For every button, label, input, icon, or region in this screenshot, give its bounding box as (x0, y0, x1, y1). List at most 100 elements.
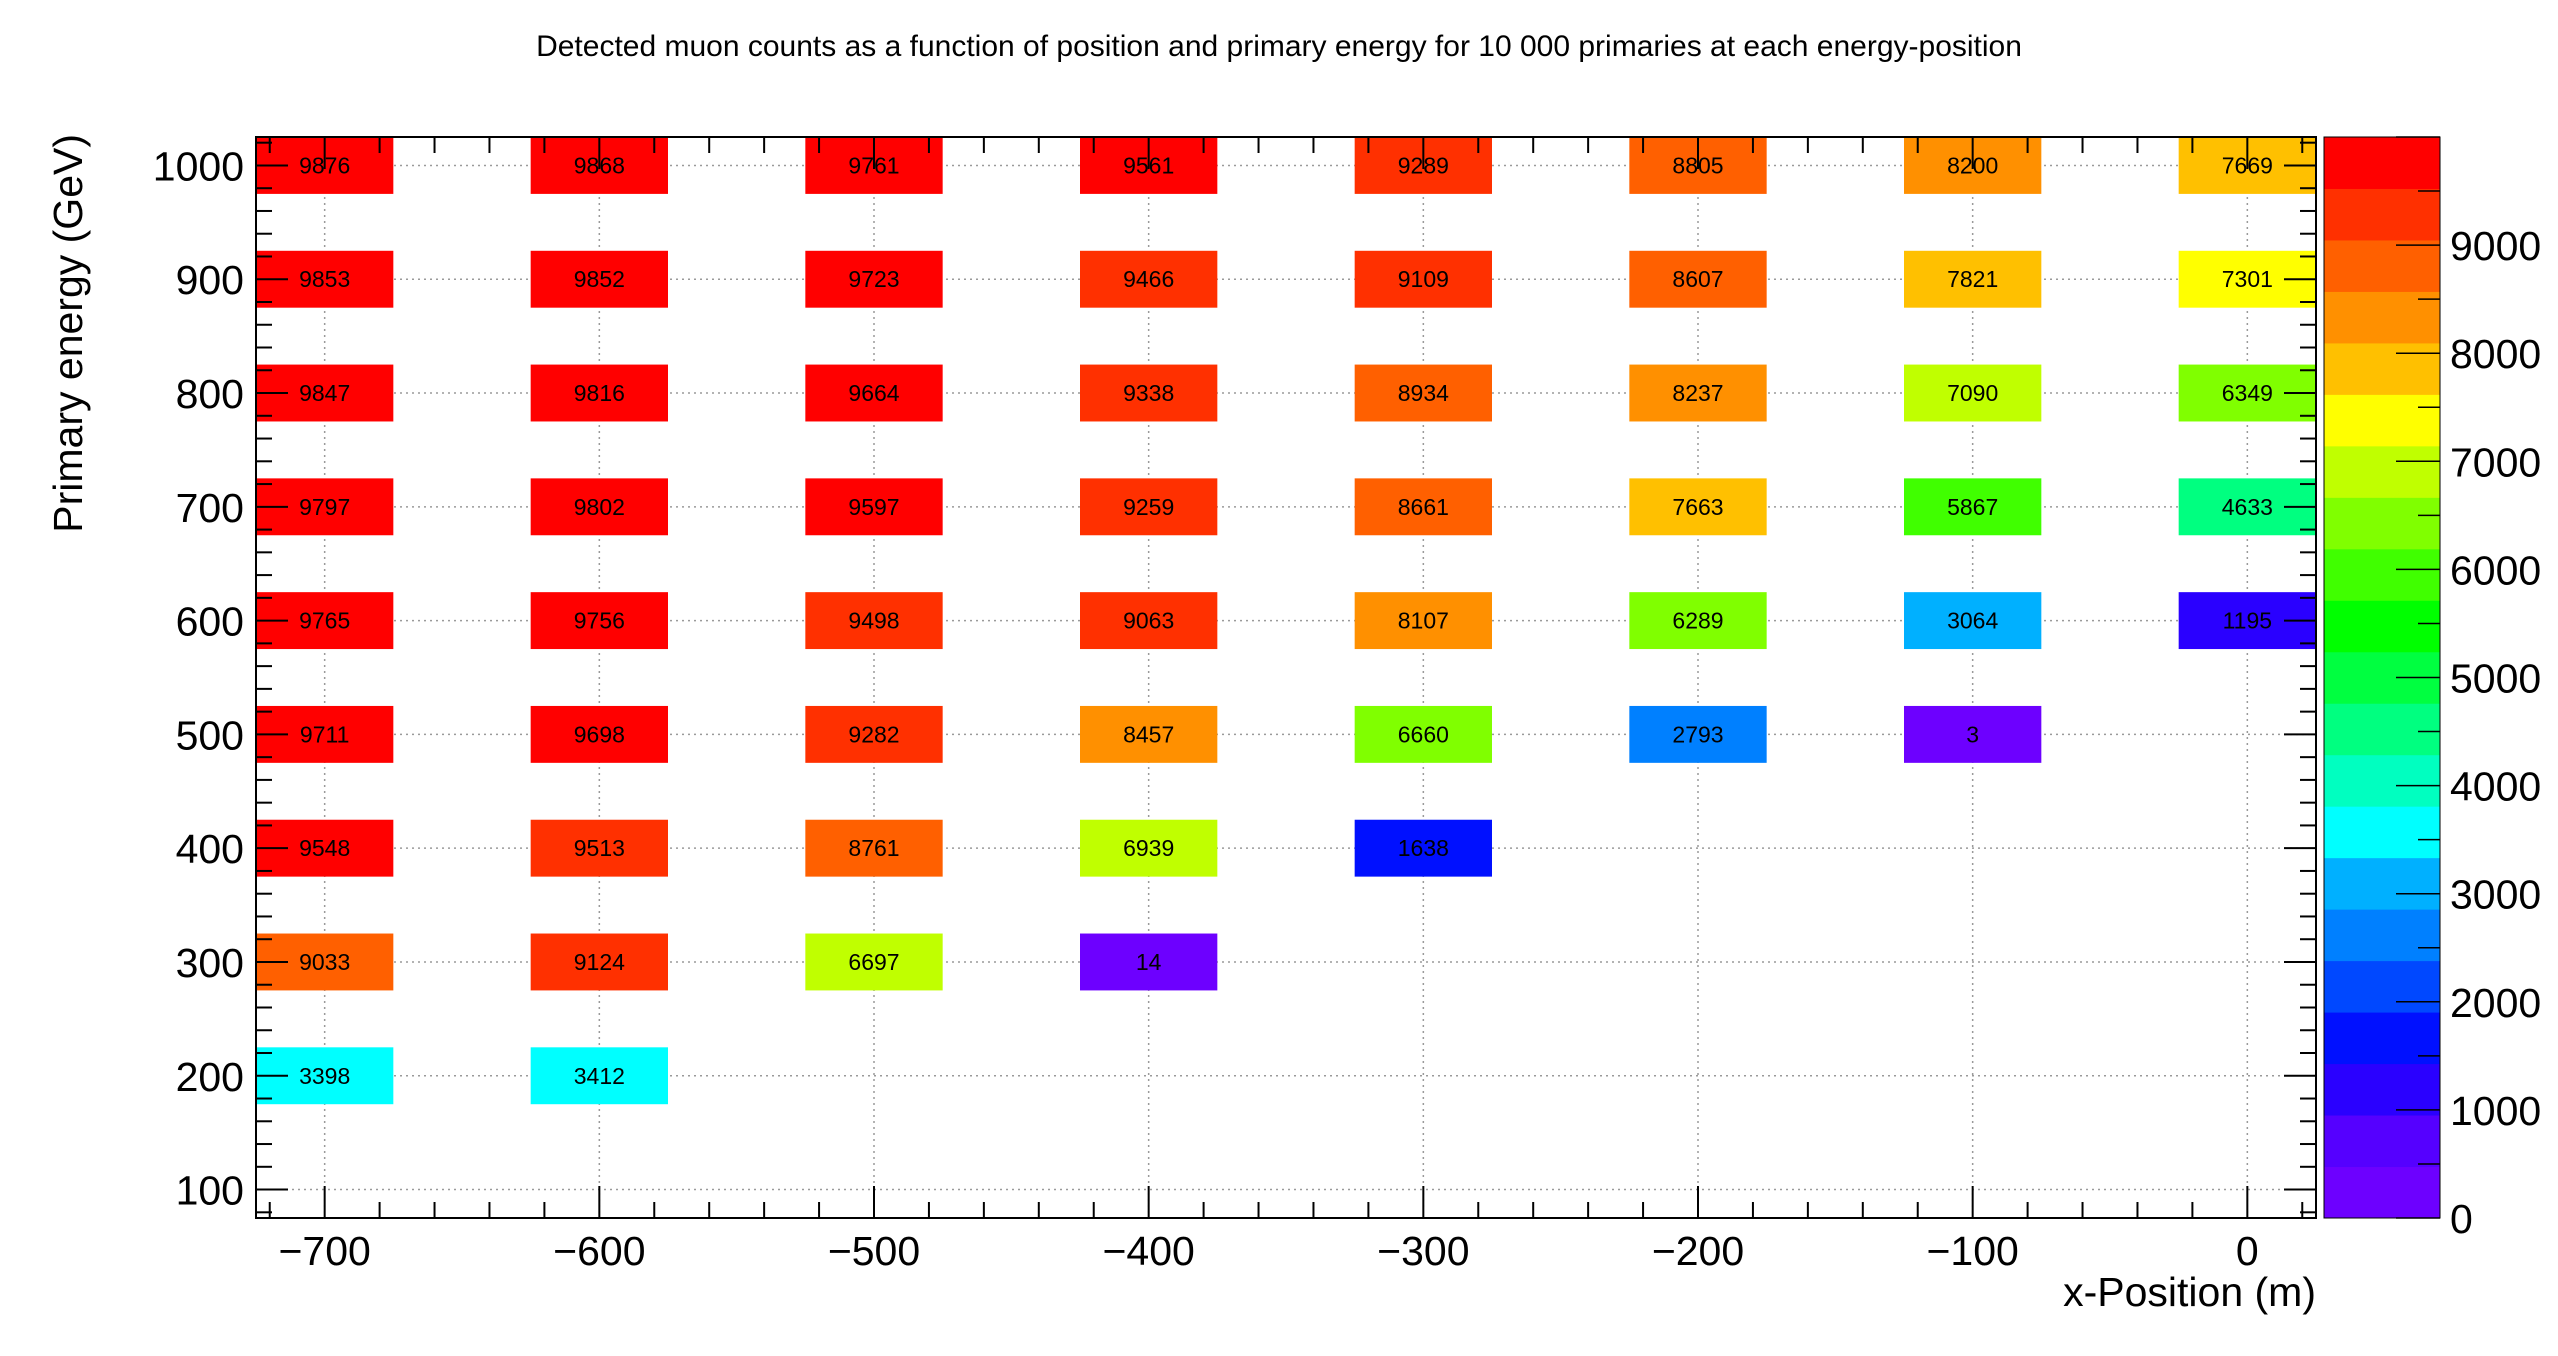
x-axis-title: x-Position (m) (2063, 1269, 2316, 1315)
palette-band (2324, 445, 2440, 498)
y-tick-label: 300 (176, 940, 244, 986)
cell-value-label: 9548 (299, 835, 350, 861)
y-tick-label: 800 (176, 371, 244, 417)
palette-tick-label: 4000 (2450, 764, 2541, 810)
cell-value-label: 9802 (574, 494, 625, 520)
cell-value-label: 3412 (574, 1063, 625, 1089)
heatmap-cell (530, 705, 668, 763)
heatmap-cell (1354, 705, 1492, 763)
y-tick-label: 400 (176, 826, 244, 872)
heatmap-cell (1904, 705, 2042, 763)
cell-value-label: 9033 (299, 949, 350, 975)
cell-value-label: 9259 (1123, 494, 1174, 520)
heatmap-cell (1080, 592, 1218, 650)
cell-value-label: 9466 (1123, 266, 1174, 292)
cell-value-label: 8661 (1398, 494, 1449, 520)
heatmap-cell (805, 250, 943, 308)
cell-value-label: 8761 (848, 835, 899, 861)
heatmap-cell (530, 250, 668, 308)
heatmap-cell (1080, 364, 1218, 422)
palette-tick-label: 5000 (2450, 656, 2541, 702)
heatmap-cell (530, 592, 668, 650)
x-tick-label: −400 (1102, 1228, 1194, 1274)
y-tick-label: 100 (176, 1168, 244, 1214)
palette-band (2324, 909, 2440, 962)
heatmap-cell (805, 364, 943, 422)
heatmap-cell (1904, 364, 2042, 422)
palette-band (2324, 394, 2440, 447)
palette-band (2324, 188, 2440, 241)
heatmap-cell (530, 364, 668, 422)
palette-tick-label: 0 (2450, 1196, 2473, 1242)
cell-value-label: 6349 (2222, 380, 2273, 406)
palette-band (2324, 239, 2440, 292)
cell-value-label: 8107 (1398, 608, 1449, 634)
cell-value-label: 7301 (2222, 266, 2273, 292)
x-tick-label: 0 (2236, 1228, 2259, 1274)
cell-value-label: 9109 (1398, 266, 1449, 292)
heatmap-cell (1354, 364, 1492, 422)
heatmap-cell (805, 933, 943, 991)
cell-value-label: 6289 (1672, 608, 1723, 634)
heatmap-cell (805, 478, 943, 536)
palette-tick-label: 2000 (2450, 980, 2541, 1026)
heatmap-cell (1080, 933, 1218, 991)
palette-tick-label: 1000 (2450, 1088, 2541, 1134)
heatmap-cell (1354, 819, 1492, 877)
cell-value-label: 8237 (1672, 380, 1723, 406)
palette-tick-label: 3000 (2450, 872, 2541, 918)
heatmap-cell (1904, 478, 2042, 536)
cell-value-label: 9852 (574, 266, 625, 292)
palette-band (2324, 291, 2440, 344)
x-tick-label: −200 (1652, 1228, 1744, 1274)
cell-value-label: 8934 (1398, 380, 1449, 406)
cell-value-label: 6939 (1123, 835, 1174, 861)
cell-value-label: 6697 (848, 949, 899, 975)
cell-value-label: 9698 (574, 721, 625, 747)
heatmap-cell (1629, 478, 1767, 536)
cell-value-label: 9756 (574, 608, 625, 634)
palette-band (2324, 857, 2440, 910)
cell-value-label: 2793 (1672, 721, 1723, 747)
x-tick-label: −700 (278, 1228, 370, 1274)
cell-value-label: 1638 (1398, 835, 1449, 861)
palette-band (2324, 497, 2440, 550)
heatmap-cell (1354, 478, 1492, 536)
cell-value-label: 3064 (1947, 608, 1998, 634)
plot-frame (255, 136, 2317, 1219)
x-tick-label: −100 (1926, 1228, 2018, 1274)
heatmap-cell (1629, 705, 1767, 763)
palette-band (2324, 600, 2440, 653)
x-tick-label: −500 (828, 1228, 920, 1274)
y-tick-label: 600 (176, 599, 244, 645)
heatmap-cell (1354, 250, 1492, 308)
cell-value-label: 9597 (848, 494, 899, 520)
cell-value-label: 9498 (848, 608, 899, 634)
cell-value-label: 9847 (299, 380, 350, 406)
heatmap-cell (530, 819, 668, 877)
heatmap-cell (530, 933, 668, 991)
cell-value-label: 9711 (300, 721, 349, 747)
cell-value-label: 7090 (1947, 380, 1998, 406)
y-tick-label: 1000 (153, 143, 244, 189)
cell-value-label: 9063 (1123, 608, 1174, 634)
chart-title: Detected muon counts as a function of po… (536, 30, 2022, 63)
heatmap-cell (1904, 250, 2042, 308)
cell-value-label: 9853 (299, 266, 350, 292)
y-tick-label: 500 (176, 712, 244, 758)
palette-band (2324, 754, 2440, 807)
y-tick-label: 200 (176, 1054, 244, 1100)
cell-value-label: 9664 (848, 380, 899, 406)
heatmap-cell (1629, 592, 1767, 650)
heatmap-cell (1354, 592, 1492, 650)
cell-value-label: 8457 (1123, 721, 1174, 747)
heatmap-cell (1904, 592, 2042, 650)
cell-value-label: 9816 (574, 380, 625, 406)
heatmap-cell (805, 592, 943, 650)
cell-value-label: 3398 (299, 1063, 350, 1089)
palette-band (2324, 342, 2440, 395)
palette-tick-label: 9000 (2450, 223, 2541, 269)
y-tick-label: 700 (176, 485, 244, 531)
